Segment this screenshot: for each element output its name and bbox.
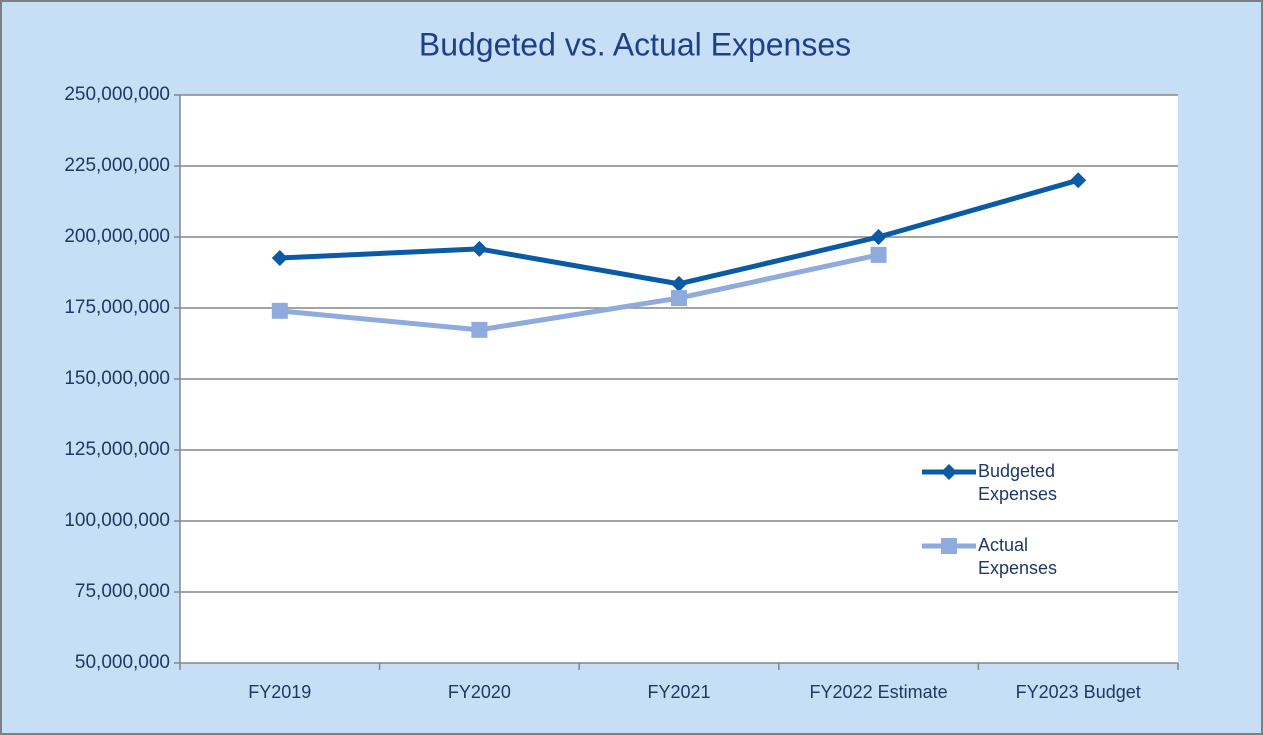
series-line: [279, 252, 880, 333]
y-tick-label: 175,000,000: [64, 297, 170, 318]
x-tick-label: FY2021: [647, 682, 710, 702]
y-tick-label: 75,000,000: [75, 581, 170, 602]
marker: [271, 250, 288, 267]
y-tick-label: 250,000,000: [64, 84, 170, 105]
x-tick-label: FY2020: [448, 682, 511, 702]
y-tick-label: 100,000,000: [64, 510, 170, 531]
marker: [671, 290, 687, 307]
marker: [671, 275, 687, 292]
chart-title: Budgeted vs. Actual Expenses: [419, 26, 851, 62]
legend-label: Budgeted Expenses: [978, 461, 1058, 504]
y-tick-label: 50,000,000: [75, 652, 170, 673]
marker: [941, 538, 957, 554]
marker: [1070, 172, 1087, 189]
y-tick-label: 225,000,000: [64, 155, 170, 176]
marker: [471, 240, 488, 257]
x-tick-label: FY2023 Budget: [1016, 682, 1141, 702]
legend-label: Actual Expenses: [978, 535, 1058, 578]
marker: [471, 321, 488, 338]
x-tick-label: FY2022 Estimate: [810, 682, 948, 702]
x-tick-label: FY2019: [248, 682, 311, 702]
y-tick-label: 150,000,000: [64, 368, 170, 389]
y-tick-label: 200,000,000: [64, 226, 170, 247]
marker: [870, 246, 887, 263]
y-tick-label: 125,000,000: [64, 439, 170, 460]
marker: [271, 302, 288, 319]
marker: [870, 229, 887, 245]
marker: [941, 464, 957, 480]
